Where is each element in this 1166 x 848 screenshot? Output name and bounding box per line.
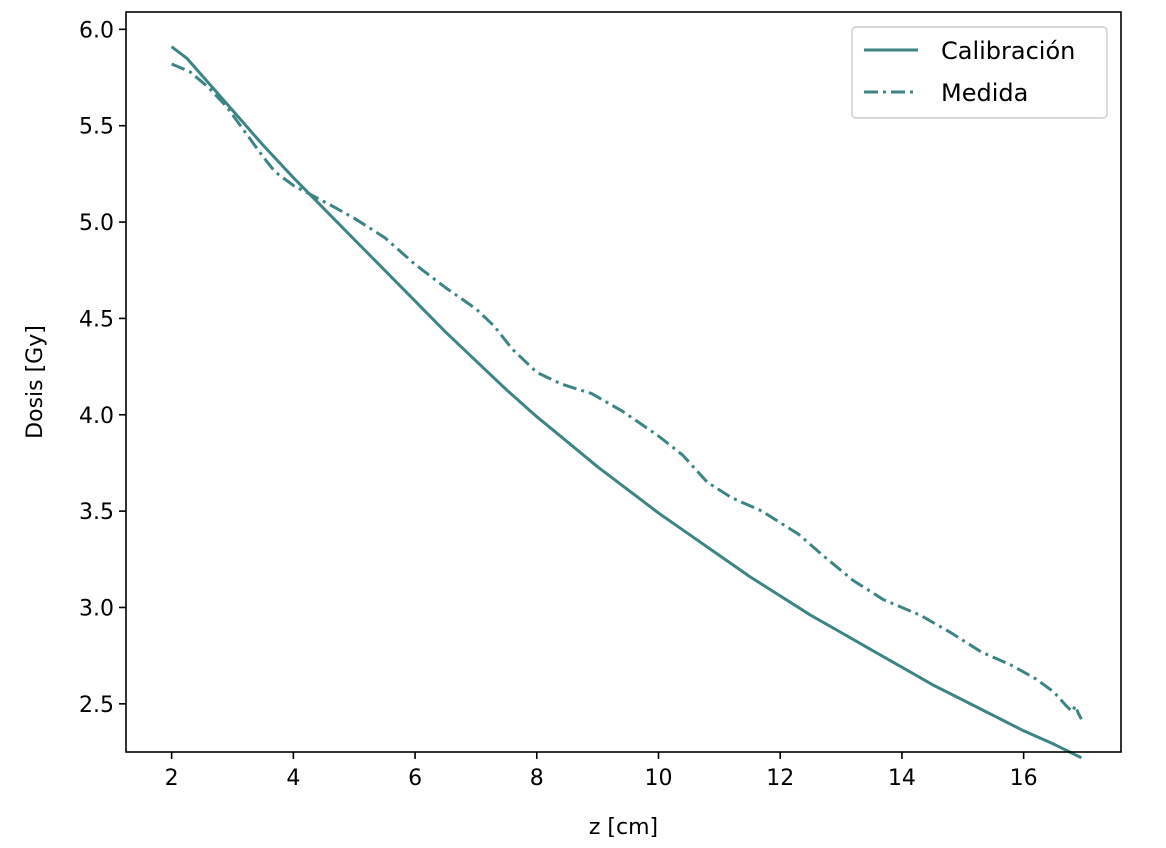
x-tick-label: 14 — [888, 766, 916, 791]
x-tick-label: 8 — [530, 766, 544, 791]
x-tick-label: 10 — [644, 766, 672, 791]
y-tick-label: 5.0 — [79, 211, 114, 236]
series-line-medida — [171, 62, 1083, 720]
x-tick-label: 2 — [165, 766, 179, 791]
plot-area-frame — [125, 11, 1122, 753]
series-layer — [170, 45, 1083, 760]
legend-label-medida: Medida — [941, 79, 1028, 107]
y-tick-label: 5.5 — [79, 115, 114, 140]
y-tick-label: 4.0 — [79, 404, 114, 429]
legend: Calibración Medida — [851, 26, 1108, 119]
y-axis-label: Dosis [Gy] — [23, 325, 48, 439]
x-tick-label: 12 — [766, 766, 794, 791]
y-tick-label: 6.0 — [79, 18, 114, 43]
series-line-calibracion — [170, 45, 1083, 760]
y-axis: 2.5 3.0 3.5 4.0 4.5 5.0 5.5 6.0 — [79, 18, 126, 718]
x-axis-label: z [cm] — [589, 815, 658, 840]
x-axis: 2 4 6 8 10 12 14 16 — [165, 752, 1038, 791]
y-tick-label: 3.5 — [79, 500, 114, 525]
x-tick-label: 16 — [1010, 766, 1038, 791]
y-tick-label: 3.0 — [79, 596, 114, 621]
x-tick-label: 4 — [286, 766, 300, 791]
x-tick-label: 6 — [408, 766, 422, 791]
y-tick-label: 4.5 — [79, 307, 114, 332]
y-tick-label: 2.5 — [79, 693, 114, 718]
legend-label-calibracion: Calibración — [941, 37, 1075, 65]
